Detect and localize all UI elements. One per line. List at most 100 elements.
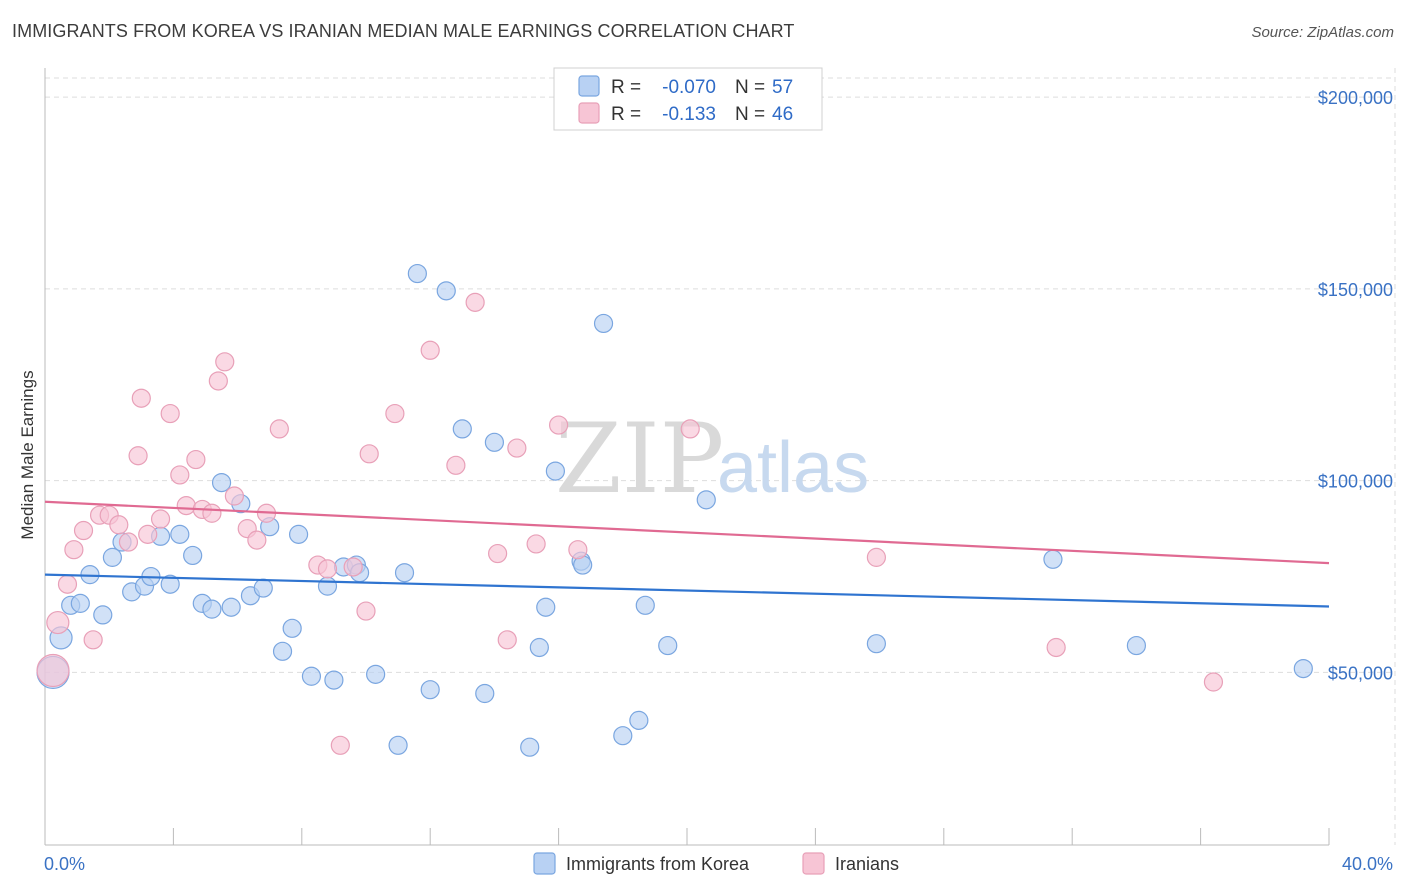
- series-iranians: [36, 292, 1224, 755]
- iranians-point: [359, 444, 379, 464]
- iranians-point: [83, 630, 103, 650]
- korea-point: [635, 595, 655, 615]
- korea-point: [1043, 549, 1063, 569]
- gridlines: [45, 68, 1396, 845]
- iranians-point: [208, 371, 228, 391]
- iranians-point: [170, 465, 190, 485]
- iranians-point: [548, 415, 569, 435]
- source-credit: Source: ZipAtlas.com: [1251, 24, 1394, 41]
- iranians-point: [215, 352, 235, 372]
- iranians-point: [176, 496, 196, 516]
- trend-lines: [44, 500, 1330, 608]
- iranians-point: [866, 547, 886, 567]
- x-tick-label: 0.0%: [44, 854, 85, 874]
- series-legend: Immigrants from Korea Iranians: [533, 852, 899, 875]
- korea-point: [1293, 658, 1313, 679]
- korea-point: [484, 432, 504, 452]
- korea-point: [221, 597, 241, 617]
- iranians-trend-line: [44, 500, 1330, 565]
- iranians-point: [526, 534, 546, 554]
- korea-point: [317, 576, 338, 596]
- korea-point: [324, 670, 344, 690]
- y-tick-label: $150,000: [1318, 280, 1393, 300]
- iranians-point: [224, 486, 244, 506]
- legend-iranians-n-value: 46: [772, 104, 793, 125]
- korea-point: [436, 281, 456, 301]
- legend-bottom-iranians-swatch: [802, 852, 825, 875]
- korea-point: [452, 419, 472, 439]
- legend-bottom-korea-swatch: [533, 852, 556, 875]
- korea-point: [866, 634, 886, 654]
- korea-point: [394, 563, 415, 583]
- legend-korea-n-label: N =: [735, 77, 765, 98]
- korea-point: [183, 545, 203, 566]
- korea-point: [282, 618, 302, 638]
- korea-point: [211, 472, 232, 493]
- korea-point: [301, 666, 322, 686]
- korea-point: [160, 574, 180, 594]
- legend-iranians-n-label: N =: [735, 104, 765, 125]
- korea-point: [407, 263, 427, 284]
- y-axis-title: Median Male Earnings: [18, 370, 37, 539]
- iranians-point: [356, 601, 376, 621]
- legend-bottom-korea-label: Immigrants from Korea: [566, 854, 750, 874]
- korea-point: [1126, 635, 1147, 656]
- iranians-point: [64, 540, 84, 560]
- iranians-point: [317, 559, 338, 579]
- y-tick-labels: $50,000 $100,000 $150,000 $200,000: [1318, 88, 1393, 683]
- x-tick-labels: 0.0% 40.0%: [44, 854, 1393, 874]
- y-tick-label: $200,000: [1318, 88, 1393, 108]
- iranians-point: [36, 653, 70, 688]
- legend-bottom-iranians-label: Iranians: [835, 854, 899, 874]
- korea-point: [102, 547, 123, 567]
- korea-point: [170, 524, 190, 544]
- iranians-point: [57, 574, 78, 594]
- korea-point: [696, 490, 716, 510]
- legend-korea-n-value: 57: [772, 77, 793, 98]
- legend-iranians-r-label: R =: [611, 104, 641, 125]
- iranians-point: [330, 735, 350, 755]
- x-tick-label: 40.0%: [1342, 854, 1393, 874]
- iranians-point: [680, 419, 700, 439]
- korea-point: [202, 599, 222, 619]
- iranians-point: [465, 292, 485, 312]
- legend-korea-swatch: [578, 75, 600, 97]
- iranians-point: [138, 524, 158, 544]
- korea-point: [253, 578, 273, 598]
- iranians-point: [1203, 672, 1224, 692]
- korea-point: [475, 683, 495, 704]
- iranians-point: [385, 403, 405, 424]
- watermark-atlas: atlas: [717, 428, 869, 508]
- iranians-point: [420, 340, 440, 360]
- iranians-point: [1046, 637, 1066, 658]
- y-tick-label: $50,000: [1328, 663, 1393, 683]
- korea-point: [288, 524, 309, 544]
- korea-point: [366, 664, 386, 684]
- korea-point: [536, 597, 556, 617]
- korea-trend-line: [44, 573, 1330, 608]
- korea-point: [388, 735, 408, 755]
- iranians-point: [202, 503, 222, 523]
- iranians-point: [128, 446, 148, 466]
- iranians-point: [186, 449, 206, 470]
- iranians-point: [109, 515, 129, 535]
- iranians-point: [488, 543, 508, 564]
- iranians-point: [118, 532, 139, 552]
- iranians-point: [73, 520, 94, 541]
- iranians-point: [131, 388, 151, 408]
- axes: [44, 68, 1330, 846]
- iranians-point: [247, 530, 267, 550]
- legend-korea-r-value: -0.070: [662, 77, 716, 98]
- iranians-point: [568, 540, 588, 560]
- iranians-point: [446, 455, 466, 475]
- y-tick-label: $100,000: [1318, 472, 1393, 492]
- chart-title: IMMIGRANTS FROM KOREA VS IRANIAN MEDIAN …: [12, 21, 795, 41]
- iranians-point: [160, 403, 180, 424]
- legend-korea-r-label: R =: [611, 77, 641, 98]
- iranians-point: [343, 557, 363, 577]
- korea-point: [420, 680, 440, 700]
- korea-point: [658, 635, 678, 656]
- korea-point: [629, 710, 649, 730]
- iranians-point: [497, 630, 517, 650]
